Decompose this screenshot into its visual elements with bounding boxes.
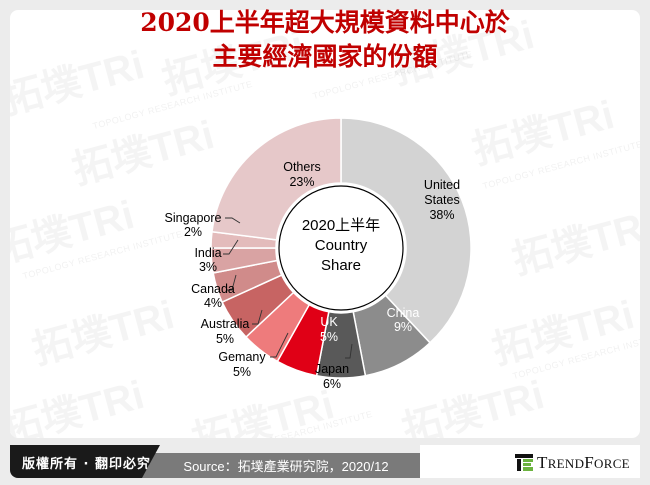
chart-title: 2020上半年超大規模資料中心於 主要經濟國家的份額: [0, 6, 650, 74]
label-australia-pct: 5%: [216, 332, 234, 346]
donut-slices: [210, 117, 472, 379]
copyright-bar: 版權所有 · 翻印必究: [10, 445, 160, 478]
label-singapore-name: Singapore: [165, 211, 222, 225]
slice-united-states: [340, 117, 472, 344]
label-us-line2: States: [424, 193, 459, 207]
slice-others: [211, 117, 342, 241]
copyright-text: 版權所有 · 翻印必究: [22, 457, 151, 472]
chart-title-line1: 2020上半年超大規模資料中心於: [140, 8, 510, 37]
label-china-pct: 9%: [394, 320, 412, 334]
label-india-pct: 3%: [199, 260, 217, 274]
label-china-name: China: [387, 306, 420, 320]
label-australia-name: Australia: [201, 317, 250, 331]
label-others-name: Others: [283, 160, 321, 174]
label-uk-name: UK: [320, 315, 338, 329]
chart-title-line2: 主要經濟國家的份額: [212, 42, 438, 71]
source-bar: Source：拓墣產業研究院，2020/12: [140, 453, 432, 478]
trendforce-logo-icon: [515, 454, 533, 471]
label-canada-pct: 4%: [204, 296, 222, 310]
label-japan-name: Japan: [315, 362, 349, 376]
leader-lines: [223, 217, 353, 359]
label-canada-name: Canada: [191, 282, 235, 296]
label-india-name: India: [194, 246, 221, 260]
center-label-line2: Country: [315, 237, 368, 254]
label-singapore-pct: 2%: [184, 225, 202, 239]
label-germany-name: Gemany: [218, 350, 266, 364]
brand-area: TRENDFORCE: [420, 445, 640, 478]
source-text: Source：拓墣產業研究院，2020/12: [183, 459, 389, 474]
label-uk-pct: 5%: [320, 330, 338, 344]
center-label-line3: Share: [321, 257, 361, 274]
label-germany-pct: 5%: [233, 365, 251, 379]
donut-center-circle: [278, 185, 404, 311]
label-japan-pct: 6%: [323, 377, 341, 391]
footer-bar: Source：拓墣產業研究院，2020/12 版權所有 · 翻印必究 TREND…: [10, 445, 640, 478]
label-others-pct: 23%: [289, 175, 314, 189]
label-us-pct: 38%: [429, 208, 454, 222]
label-us-line1: United: [424, 178, 460, 192]
center-label-line1: 2020上半年: [302, 217, 380, 234]
trendforce-wordmark: TRENDFORCE: [537, 453, 630, 472]
